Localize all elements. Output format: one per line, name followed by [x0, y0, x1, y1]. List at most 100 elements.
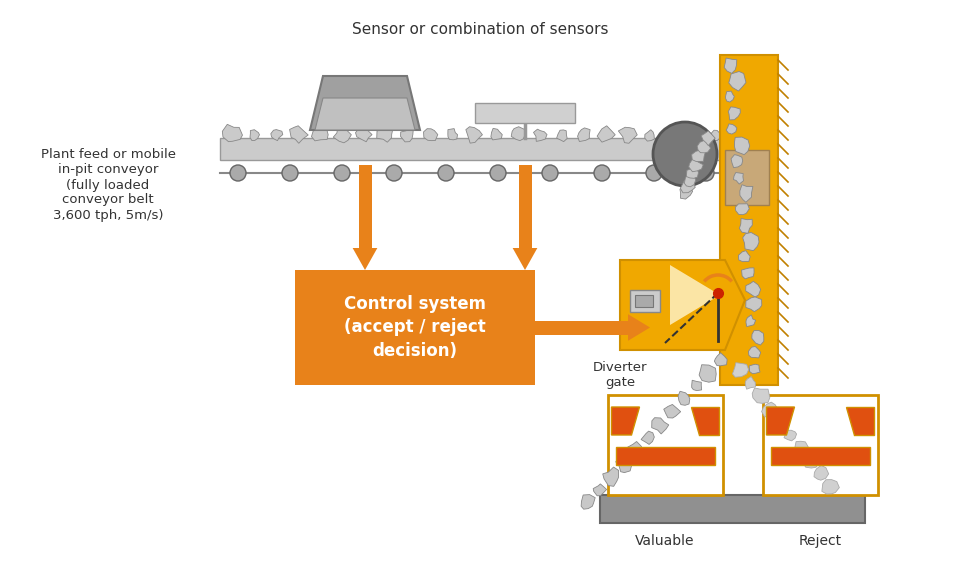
Polygon shape — [686, 127, 702, 144]
Polygon shape — [784, 430, 797, 441]
Polygon shape — [466, 127, 482, 143]
Polygon shape — [680, 187, 693, 199]
Polygon shape — [724, 58, 737, 73]
Polygon shape — [766, 407, 795, 435]
Polygon shape — [742, 268, 754, 279]
Polygon shape — [557, 130, 567, 142]
Polygon shape — [686, 168, 699, 178]
Polygon shape — [773, 414, 788, 429]
Polygon shape — [680, 180, 695, 193]
Polygon shape — [739, 218, 753, 233]
Polygon shape — [645, 130, 655, 141]
Polygon shape — [512, 127, 525, 140]
Polygon shape — [667, 129, 678, 141]
Polygon shape — [448, 129, 458, 140]
Polygon shape — [678, 391, 690, 406]
Polygon shape — [513, 248, 537, 270]
Bar — [518, 165, 531, 248]
Circle shape — [594, 165, 610, 181]
Polygon shape — [670, 265, 720, 325]
Polygon shape — [726, 124, 737, 134]
Polygon shape — [597, 126, 615, 142]
Polygon shape — [627, 442, 644, 460]
Circle shape — [334, 165, 350, 181]
Polygon shape — [697, 140, 710, 153]
Circle shape — [698, 165, 714, 181]
Polygon shape — [752, 331, 763, 345]
Bar — [630, 290, 660, 312]
Polygon shape — [533, 129, 547, 142]
Circle shape — [542, 165, 558, 181]
Polygon shape — [746, 297, 761, 312]
Bar — [725, 150, 769, 205]
Circle shape — [490, 165, 506, 181]
Polygon shape — [735, 204, 750, 215]
Bar — [535, 320, 628, 334]
Polygon shape — [290, 126, 308, 143]
Polygon shape — [356, 126, 372, 142]
Bar — [762, 395, 877, 495]
Polygon shape — [692, 150, 706, 161]
Polygon shape — [684, 174, 696, 187]
Polygon shape — [603, 467, 618, 486]
Polygon shape — [728, 107, 740, 120]
Circle shape — [646, 165, 662, 181]
Polygon shape — [310, 76, 420, 130]
Polygon shape — [729, 72, 746, 91]
Text: Diverter
gate: Diverter gate — [593, 361, 647, 389]
Circle shape — [230, 165, 246, 181]
Polygon shape — [333, 126, 352, 143]
Polygon shape — [822, 479, 839, 494]
Polygon shape — [581, 495, 595, 509]
Polygon shape — [814, 465, 829, 480]
Polygon shape — [270, 130, 283, 140]
Polygon shape — [618, 127, 637, 143]
Polygon shape — [222, 124, 242, 142]
Polygon shape — [753, 388, 770, 403]
Bar — [720, 55, 778, 385]
Polygon shape — [725, 91, 734, 102]
Polygon shape — [710, 130, 721, 140]
Bar — [770, 447, 869, 465]
Circle shape — [282, 165, 298, 181]
Polygon shape — [714, 353, 727, 366]
Bar — [220, 138, 730, 160]
Text: Plant feed or mobile
in-pit conveyor
(fully loaded
conveyor belt
3,600 tph, 5m/s: Plant feed or mobile in-pit conveyor (fu… — [40, 148, 175, 222]
Polygon shape — [615, 457, 632, 473]
Polygon shape — [745, 377, 756, 389]
Polygon shape — [739, 251, 751, 262]
Polygon shape — [701, 131, 715, 146]
Polygon shape — [746, 315, 756, 327]
Polygon shape — [699, 365, 716, 382]
Polygon shape — [593, 484, 607, 496]
Bar — [615, 447, 714, 465]
Polygon shape — [577, 128, 590, 142]
Polygon shape — [312, 127, 328, 141]
Polygon shape — [761, 402, 778, 417]
Circle shape — [386, 165, 402, 181]
Text: Control system
(accept / reject
decision): Control system (accept / reject decision… — [344, 295, 486, 360]
Polygon shape — [846, 407, 873, 435]
Polygon shape — [628, 314, 650, 341]
Bar — [295, 270, 535, 385]
Polygon shape — [733, 173, 744, 184]
Polygon shape — [652, 418, 668, 434]
Bar — [600, 495, 865, 523]
Text: Reject: Reject — [799, 534, 842, 548]
Polygon shape — [250, 130, 260, 140]
Text: Valuable: Valuable — [635, 534, 695, 548]
Circle shape — [438, 165, 454, 181]
Circle shape — [653, 122, 717, 186]
Bar — [635, 295, 653, 307]
Polygon shape — [315, 98, 415, 130]
Text: Sensor or combination of sensors: Sensor or combination of sensors — [352, 23, 609, 37]
Polygon shape — [692, 380, 702, 391]
Polygon shape — [491, 129, 503, 140]
Polygon shape — [746, 281, 760, 297]
Polygon shape — [732, 363, 749, 377]
Polygon shape — [734, 137, 750, 155]
Polygon shape — [749, 346, 760, 358]
Polygon shape — [801, 455, 820, 468]
Polygon shape — [743, 232, 759, 250]
Polygon shape — [750, 364, 760, 374]
